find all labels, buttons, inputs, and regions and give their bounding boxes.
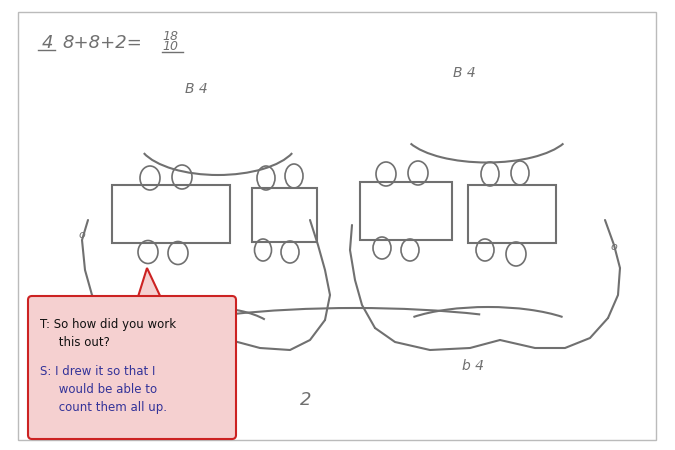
FancyBboxPatch shape (28, 296, 236, 439)
Text: b 4: b 4 (462, 359, 484, 373)
Text: B 4: B 4 (453, 66, 476, 80)
Text: B 4: B 4 (185, 82, 208, 96)
Text: o: o (78, 230, 85, 240)
Text: o: o (610, 242, 617, 252)
Text: 4: 4 (215, 320, 223, 333)
Text: 2: 2 (300, 391, 311, 409)
Text: 8+8+2=: 8+8+2= (62, 34, 142, 52)
Text: T: So how did you work
     this out?: T: So how did you work this out? (40, 318, 176, 349)
Text: 18: 18 (162, 30, 178, 43)
Polygon shape (137, 268, 162, 300)
FancyBboxPatch shape (18, 12, 656, 440)
Text: S: I drew it so that I
     would be able to
     count them all up.: S: I drew it so that I would be able to … (40, 365, 167, 414)
Text: 4: 4 (42, 34, 53, 52)
Text: 10: 10 (162, 40, 178, 53)
